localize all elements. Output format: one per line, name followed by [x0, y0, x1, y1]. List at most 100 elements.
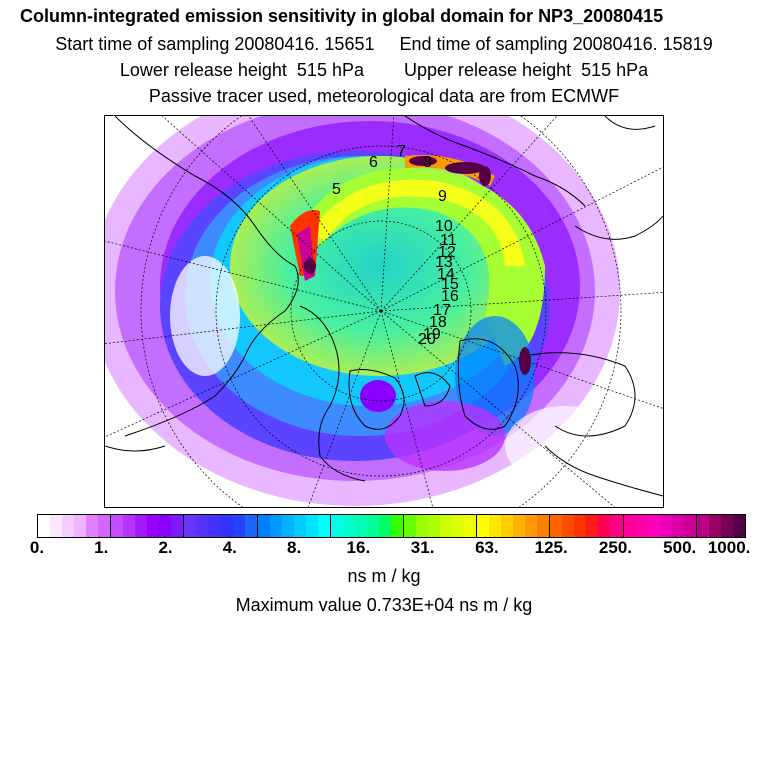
colorbar-cell [159, 515, 172, 537]
colorbar-cell [305, 515, 318, 537]
coastlines [105, 116, 663, 497]
colorbar-cell [390, 515, 403, 537]
colorbar-cell [647, 515, 660, 537]
day-label: 12 [438, 244, 456, 261]
colorbar-cell [402, 515, 416, 537]
colorbar-tick-label: 16. [346, 538, 371, 557]
colorbar-tick-label: 31. [410, 538, 435, 557]
sampling-times: Start time of sampling 20080416. 15651 E… [55, 34, 713, 54]
colorbar-cell [720, 515, 733, 537]
colorbar-cell [695, 515, 709, 537]
colorbar-cell [513, 515, 526, 537]
tracer-info: Passive tracer used, meteorological data… [148, 86, 620, 106]
colorbar-cell [147, 515, 160, 537]
colorbar-cell [183, 515, 197, 537]
day-label: 11 [440, 232, 457, 249]
high-sensitivity-spots [304, 156, 531, 375]
day-label: 19 [423, 326, 441, 343]
colorbar-cell [98, 515, 111, 537]
colorbar-tick-label: 500. [663, 538, 697, 557]
colorbar-tick-label: 250. [598, 538, 632, 557]
colorbar-cell [74, 515, 87, 537]
colorbar-tick-label: 63. [475, 538, 499, 557]
colorbar-cell [62, 515, 75, 537]
colorbar-cell [428, 515, 441, 537]
day-label: 13 [435, 254, 453, 271]
colorbar-cell [452, 515, 465, 537]
colorbar-cell [537, 515, 550, 537]
colorbar-cell [574, 515, 587, 537]
colorbar-cell [342, 515, 355, 537]
colorbar-cell [635, 515, 648, 537]
colorbar-cell [610, 515, 623, 537]
sensitivity-map: 5 6 7 8 9 10 11 12 13 14 15 16 17 18 19 … [104, 115, 664, 508]
colorbar-cell [86, 515, 99, 537]
colorbar-cell [281, 515, 294, 537]
colorbar-cell [244, 515, 257, 537]
colorbar-cell [171, 515, 184, 537]
colorbar-tick-labels: 0. 1. 2. 4. 8. 16. 31. 63. 125. 250. 500. 1000. [0, 538, 768, 560]
colorbar-cell [415, 515, 428, 537]
day-label: 15 [441, 276, 459, 293]
colorbar-cell [732, 515, 745, 537]
release-heights: Lower release height 515 hPa Upper relea… [119, 60, 649, 80]
colorbar-cell [622, 515, 636, 537]
graticule [105, 116, 663, 507]
colorbar-cell [562, 515, 575, 537]
colorbar-tick-label: 1000. [707, 538, 751, 557]
day-label: 10 [435, 218, 453, 235]
colorbar-cell [378, 515, 391, 537]
colorbar-cell [683, 515, 696, 537]
day-label: 8 [423, 154, 432, 171]
colorbar-cell [329, 515, 343, 537]
colorbar-cell [476, 515, 490, 537]
colorbar-cell [293, 515, 306, 537]
colorbar-cell [220, 515, 233, 537]
day-label: 17 [433, 302, 451, 319]
sensitivity-field [105, 116, 625, 506]
colorbar-cell [598, 515, 611, 537]
colorbar-cell [501, 515, 514, 537]
colorbar-tick-label: 8. [286, 538, 302, 557]
colorbar [37, 514, 746, 538]
colorbar-cell [135, 515, 148, 537]
colorbar-cell [671, 515, 684, 537]
day-label: 5 [332, 181, 341, 198]
colorbar-cell [196, 515, 209, 537]
colorbar-cell [110, 515, 124, 537]
day-label: 20 [418, 331, 436, 348]
colorbar-tick-label: 125. [534, 538, 568, 557]
day-label: 7 [397, 143, 406, 160]
colorbar-cell [354, 515, 367, 537]
colorbar-cell [549, 515, 563, 537]
colorbar-cell [366, 515, 379, 537]
figure-title: Column-integrated emission sensitivity i… [20, 6, 664, 26]
colorbar-tick-label: 2. [158, 538, 173, 557]
day-label: 18 [429, 314, 447, 331]
colorbar-cell [123, 515, 136, 537]
colorbar-cell [50, 515, 63, 537]
colorbar-cell [440, 515, 453, 537]
colorbar-cell [659, 515, 672, 537]
day-label: 14 [437, 266, 455, 283]
colorbar-cell [208, 515, 221, 537]
colorbar-tick-label: 1. [94, 538, 109, 557]
colorbar-cell [708, 515, 721, 537]
maximum-value: Maximum value 0.733E+04 ns m / kg [235, 595, 533, 615]
colorbar-cell [464, 515, 477, 537]
colorbar-cell [232, 515, 245, 537]
colorbar-tick-label: 4. [222, 538, 237, 557]
colorbar-cell [586, 515, 599, 537]
colorbar-cell [269, 515, 282, 537]
colorbar-cell [525, 515, 538, 537]
colorbar-unit: ns m / kg [347, 566, 421, 586]
colorbar-cell [317, 515, 330, 537]
colorbar-cell [38, 515, 51, 537]
day-label: 9 [438, 188, 447, 205]
day-label: 16 [441, 288, 459, 305]
colorbar-cell [256, 515, 270, 537]
day-label: 6 [369, 154, 378, 171]
colorbar-tick-label: 0. [29, 538, 45, 557]
colorbar-cell [489, 515, 502, 537]
map-canvas [105, 116, 663, 507]
